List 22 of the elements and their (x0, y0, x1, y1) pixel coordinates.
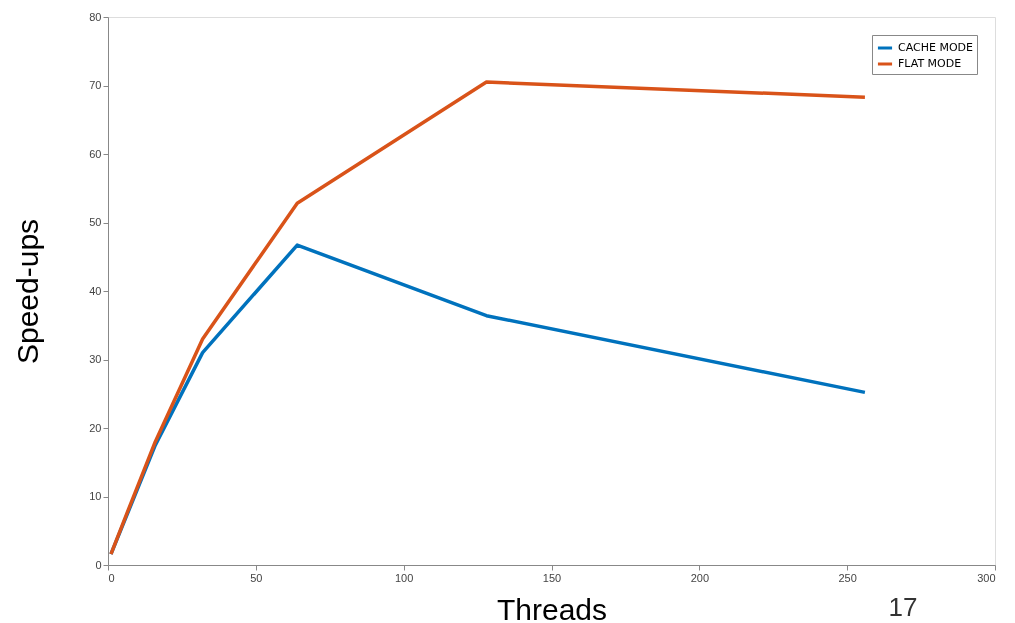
y-tick-label: 70 (89, 79, 102, 91)
legend-label: CACHE MODE (898, 41, 974, 54)
y-tick-label: 40 (89, 284, 102, 297)
x-tick-label: 50 (250, 571, 263, 584)
y-tick-label: 0 (95, 558, 102, 571)
x-axis-title: Threads (496, 592, 608, 623)
y-tick-label: 10 (89, 490, 102, 502)
y-tick-label: 80 (89, 10, 102, 23)
line-series (109, 80, 867, 556)
y-tick-label: 20 (89, 421, 102, 434)
x-tick-label: 0 (108, 571, 115, 584)
y-axis-title: Speed-ups (11, 218, 45, 365)
x-tick-label: 150 (542, 571, 562, 584)
y-tick-label: 50 (89, 216, 102, 228)
y-tick-label: 30 (89, 353, 102, 365)
x-tick-label: 200 (690, 571, 710, 584)
legend-label: FLAT MODE (898, 57, 962, 70)
x-tick-label: 250 (838, 571, 857, 584)
text: 17 (888, 592, 918, 622)
y-tick-label: 60 (89, 147, 102, 160)
x-tick-label: 300 (977, 571, 996, 584)
x-tick-label: 100 (394, 571, 414, 584)
